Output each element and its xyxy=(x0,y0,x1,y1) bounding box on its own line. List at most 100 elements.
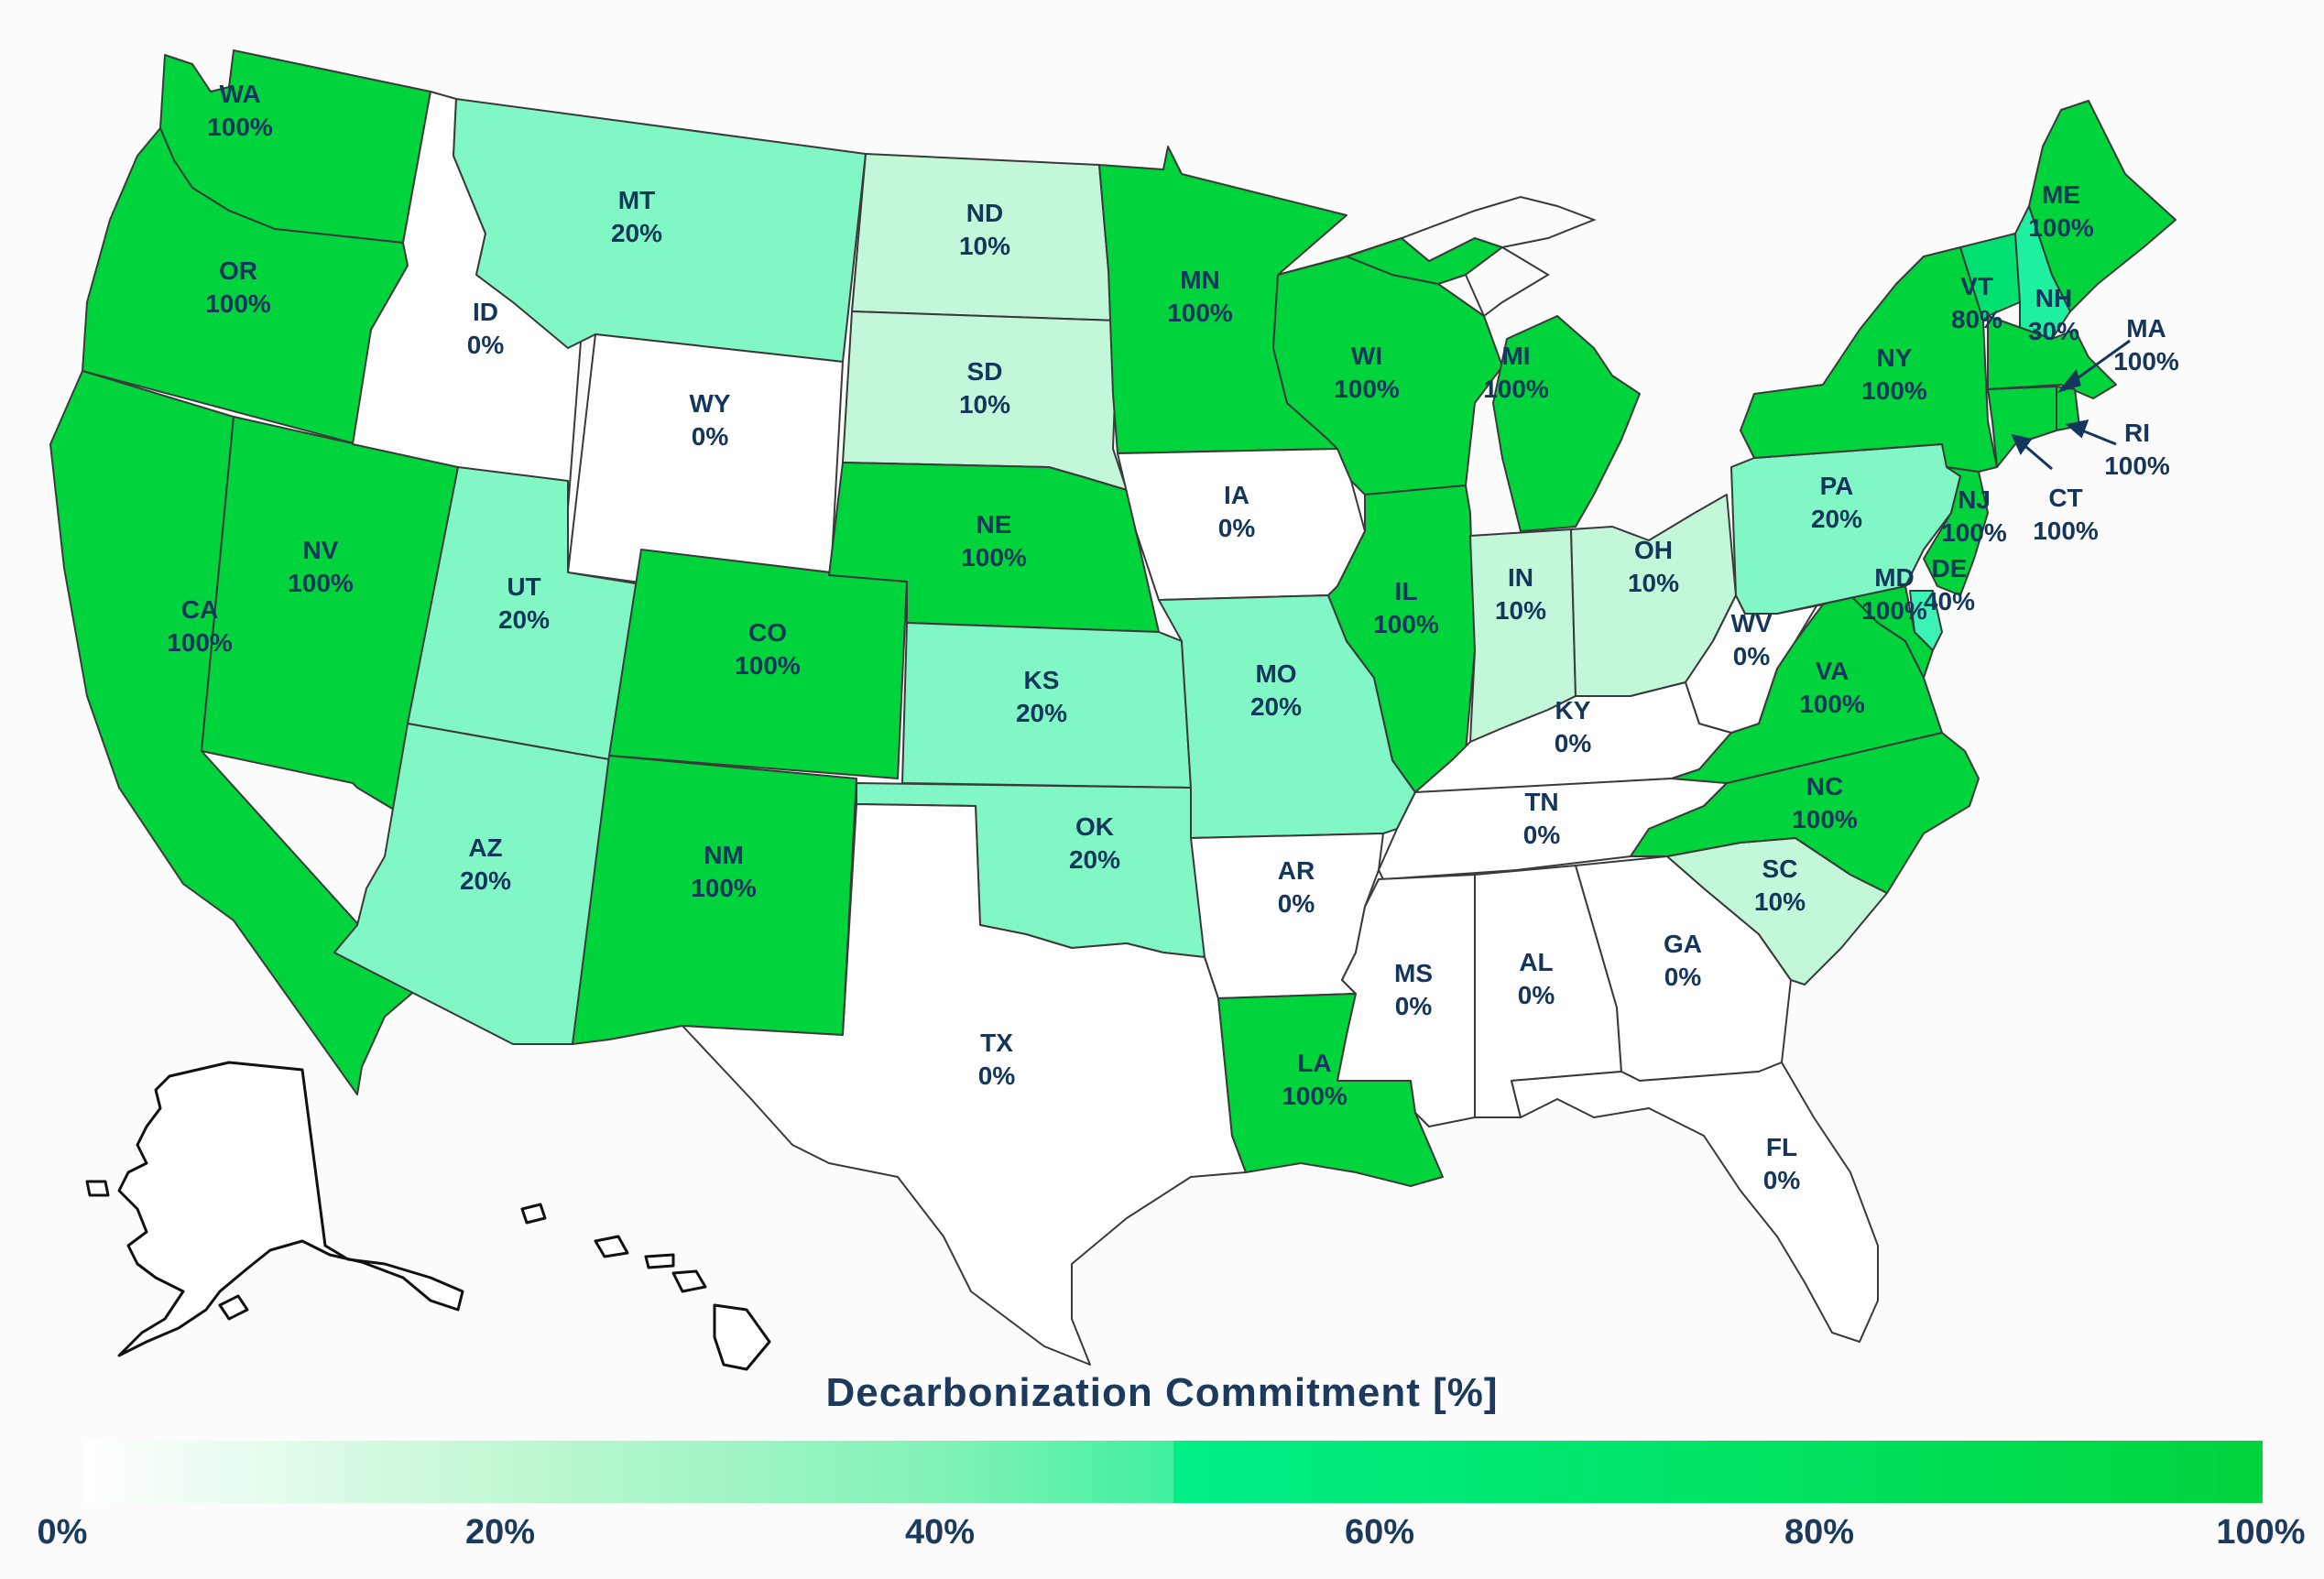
state-value-MA: 100% xyxy=(2113,347,2179,376)
state-NE[interactable] xyxy=(828,462,1160,633)
state-label-GA: GA xyxy=(1664,930,1702,958)
state-value-GA: 0% xyxy=(1664,963,1702,991)
state-value-IL: 100% xyxy=(1373,610,1439,638)
state-NC[interactable] xyxy=(1630,732,1980,894)
state-value-VA: 100% xyxy=(1799,690,1865,718)
state-label-NH: NH xyxy=(2035,284,2072,312)
scale-tick-20: 20% xyxy=(464,1513,536,1552)
state-value-TX: 0% xyxy=(978,1062,1016,1090)
state-FL[interactable] xyxy=(1511,1062,1879,1343)
state-label-MA: MA xyxy=(2126,314,2166,343)
state-value-IA: 0% xyxy=(1218,514,1256,542)
state-label-RI: RI xyxy=(2124,419,2150,447)
state-label-LA: LA xyxy=(1297,1049,1331,1077)
state-value-MD: 100% xyxy=(1861,596,1927,625)
state-MI[interactable] xyxy=(1492,315,1641,532)
alaska-island xyxy=(85,1180,110,1197)
state-ME[interactable] xyxy=(2028,100,2177,312)
state-value-AR: 0% xyxy=(1278,889,1315,918)
state-value-WY: 0% xyxy=(692,422,729,451)
state-value-KS: 20% xyxy=(1016,699,1067,727)
state-label-NV: NV xyxy=(303,536,339,564)
state-label-NJ: NJ xyxy=(1958,485,1991,514)
state-label-TX: TX xyxy=(980,1029,1013,1057)
state-label-KS: KS xyxy=(1024,666,1060,694)
hawaii-island xyxy=(594,1235,629,1258)
state-label-OR: OR xyxy=(219,256,257,285)
state-CT[interactable] xyxy=(1987,386,2057,468)
scale-tick-80: 80% xyxy=(1784,1513,1855,1552)
state-value-SD: 10% xyxy=(959,390,1010,419)
state-value-OR: 100% xyxy=(205,289,271,318)
state-label-ND: ND xyxy=(966,199,1003,227)
state-value-NY: 100% xyxy=(1861,376,1927,405)
state-value-KY: 0% xyxy=(1555,729,1592,757)
state-value-NJ: 100% xyxy=(1941,518,2007,547)
state-label-SD: SD xyxy=(967,357,1003,386)
state-label-VA: VA xyxy=(1816,657,1849,685)
hawaii-island xyxy=(713,1303,771,1371)
state-label-OK: OK xyxy=(1075,812,1114,841)
state-value-IN: 10% xyxy=(1495,596,1546,625)
state-label-MS: MS xyxy=(1394,959,1433,987)
scale-tick-0: 0% xyxy=(37,1513,88,1552)
state-value-MT: 20% xyxy=(611,219,662,247)
callout-arrows xyxy=(2011,339,2131,471)
state-value-CA: 100% xyxy=(167,628,233,657)
state-label-IL: IL xyxy=(1395,577,1418,605)
state-value-PA: 20% xyxy=(1811,505,1862,533)
state-label-SC: SC xyxy=(1762,855,1798,883)
state-MT[interactable] xyxy=(453,98,867,363)
state-label-MO: MO xyxy=(1255,659,1296,688)
state-value-AL: 0% xyxy=(1518,981,1555,1009)
state-NY[interactable] xyxy=(1740,246,1998,473)
state-value-FL: 0% xyxy=(1763,1166,1801,1194)
state-value-CO: 100% xyxy=(735,651,801,680)
state-NJ[interactable] xyxy=(1923,466,1989,596)
state-value-OH: 10% xyxy=(1628,569,1679,597)
state-value-MS: 0% xyxy=(1395,992,1433,1020)
hawaii-island xyxy=(644,1253,675,1269)
state-WV[interactable] xyxy=(1685,594,1824,734)
state-label-NY: NY xyxy=(1877,343,1913,372)
state-label-AR: AR xyxy=(1278,856,1315,885)
state-value-MO: 20% xyxy=(1250,692,1302,721)
state-value-MN: 100% xyxy=(1167,299,1233,327)
state-value-ID: 0% xyxy=(467,331,505,359)
state-value-OK: 20% xyxy=(1069,845,1120,874)
alaska-island xyxy=(218,1294,249,1321)
state-value-VT: 80% xyxy=(1951,305,2002,333)
state-value-NV: 100% xyxy=(288,569,354,597)
state-label-WI: WI xyxy=(1351,342,1382,370)
state-value-UT: 20% xyxy=(498,605,550,634)
alaska-outline xyxy=(117,1061,464,1357)
state-label-NM: NM xyxy=(704,841,744,869)
state-DE[interactable] xyxy=(1909,590,1943,651)
hawaii-island xyxy=(671,1269,707,1293)
state-value-NM: 100% xyxy=(691,874,757,902)
state-TX[interactable] xyxy=(682,803,1247,1366)
state-value-NE: 100% xyxy=(961,543,1027,572)
state-value-SC: 10% xyxy=(1754,888,1806,916)
state-label-UT: UT xyxy=(507,572,540,601)
state-CA[interactable] xyxy=(49,370,418,1095)
state-label-FL: FL xyxy=(1766,1133,1797,1161)
state-label-OH: OH xyxy=(1634,536,1673,564)
state-label-CA: CA xyxy=(181,595,218,624)
state-label-AZ: AZ xyxy=(468,833,502,862)
state-value-TN: 0% xyxy=(1523,821,1561,849)
state-CO[interactable] xyxy=(608,549,908,779)
state-value-NC: 100% xyxy=(1792,805,1858,833)
scale-tick-60: 60% xyxy=(1344,1513,1415,1552)
state-value-ND: 10% xyxy=(959,232,1010,260)
state-label-DE: DE xyxy=(1932,554,1968,583)
scale-tick-40: 40% xyxy=(904,1513,976,1552)
state-VT[interactable] xyxy=(1959,233,2021,321)
state-label-CO: CO xyxy=(748,618,787,647)
state-label-KY: KY xyxy=(1555,696,1591,724)
state-label-ME: ME xyxy=(2042,180,2080,209)
state-label-WA: WA xyxy=(219,80,260,108)
state-value-ME: 100% xyxy=(2028,213,2094,242)
scale-tick-100: 100% xyxy=(2216,1513,2306,1552)
